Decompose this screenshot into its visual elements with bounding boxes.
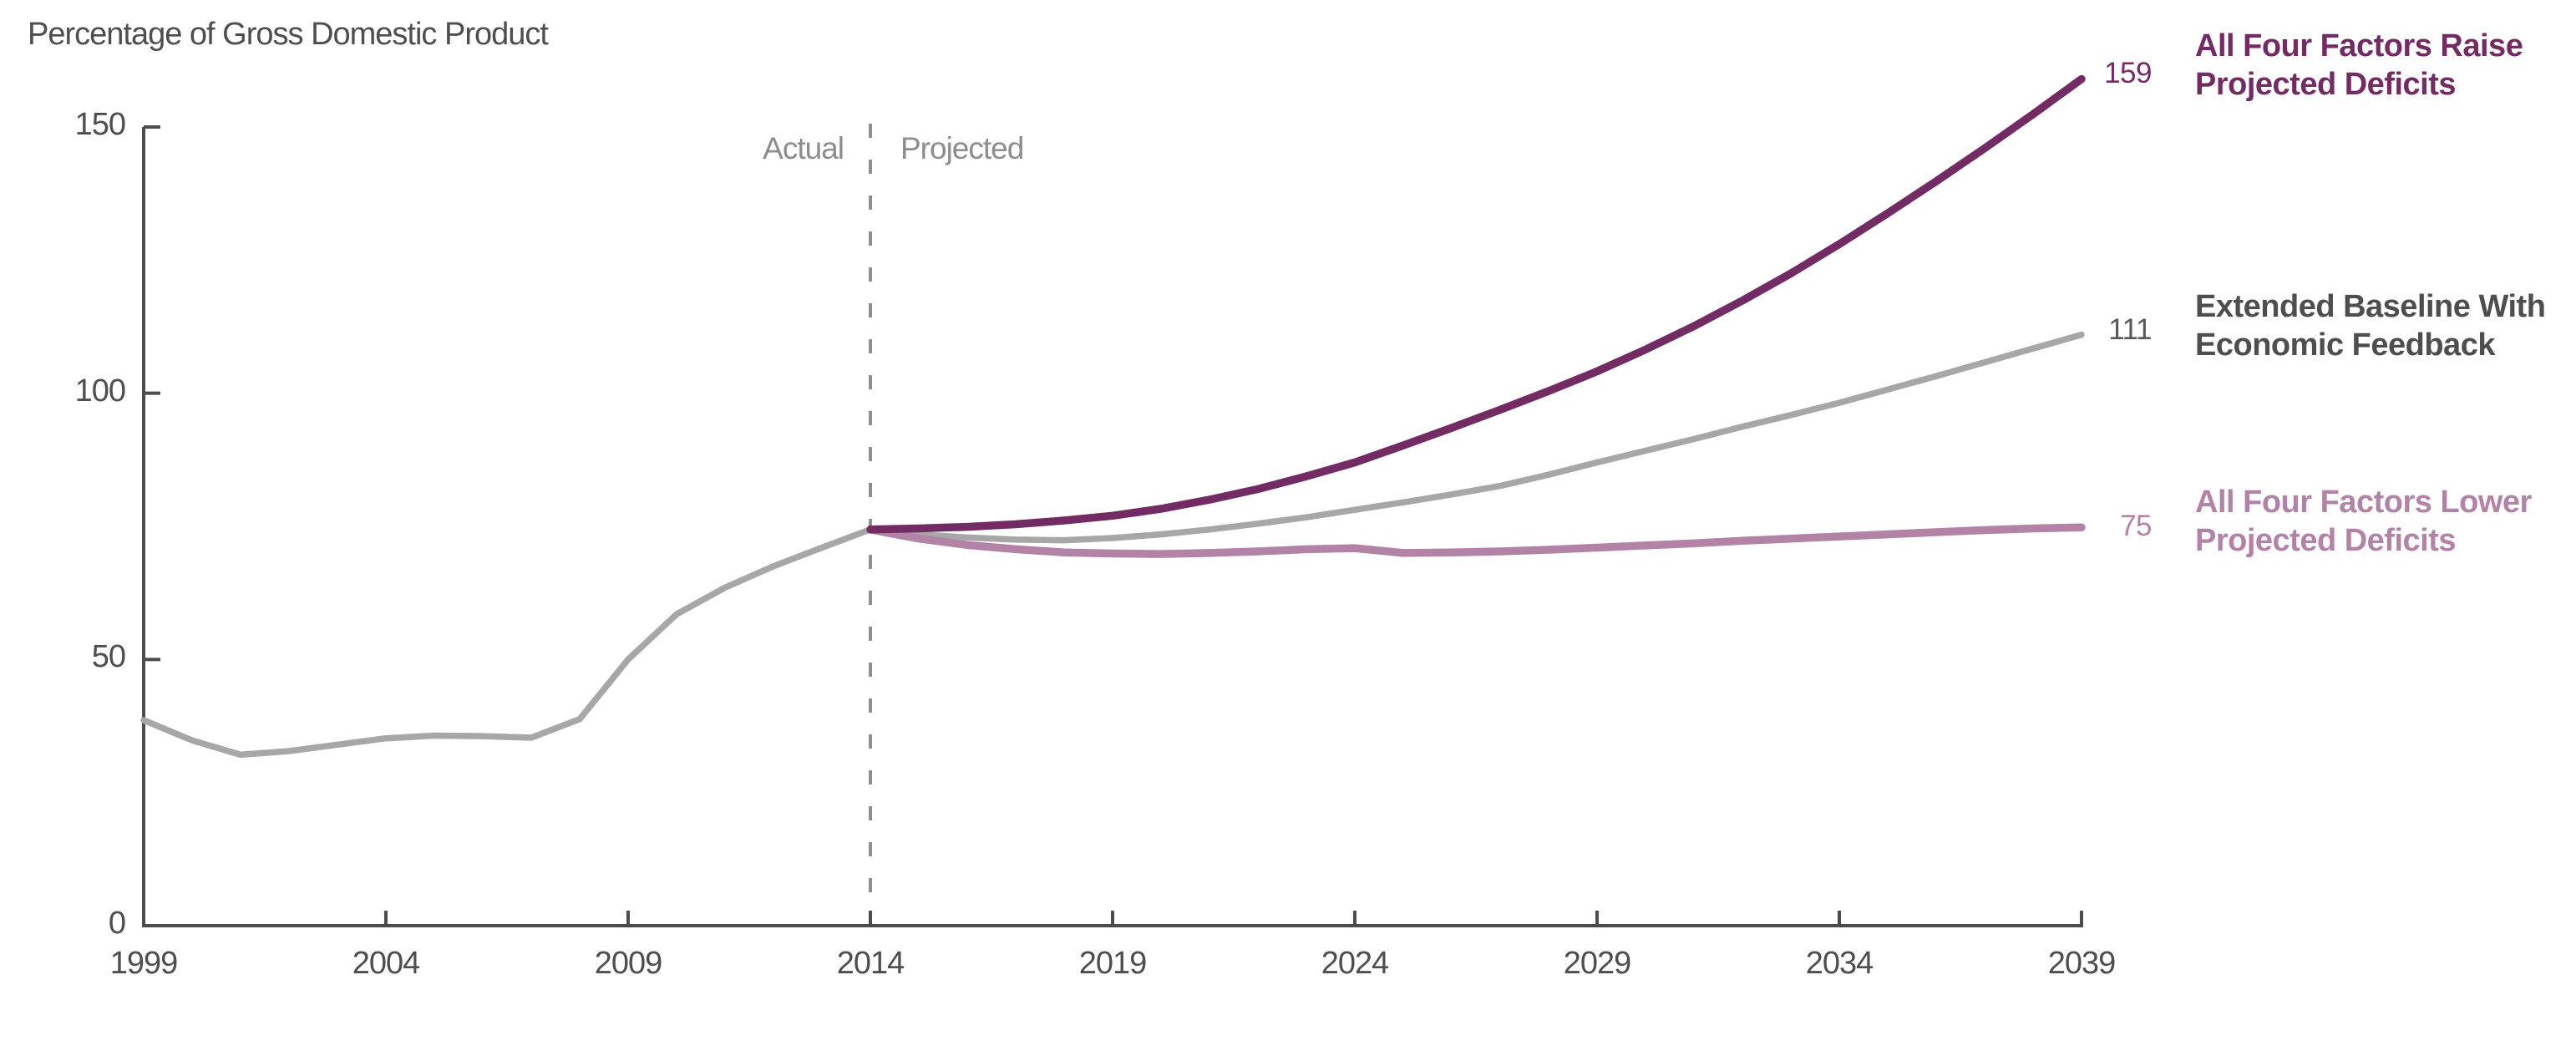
- legend-entry-line: All Four Factors Raise: [2195, 28, 2523, 63]
- y-tick-label: 50: [91, 639, 126, 674]
- chart-title: Percentage of Gross Domestic Product: [28, 17, 549, 52]
- actual-phase-label: Actual: [763, 131, 844, 165]
- legend-entry-line: Projected Deficits: [2195, 67, 2457, 102]
- series-line-3: [866, 74, 2086, 534]
- x-tick-label: 2014: [836, 946, 905, 981]
- legend-entry-line: Extended Baseline With: [2195, 289, 2546, 324]
- x-tick-label: 2009: [594, 946, 663, 981]
- y-tick-label: 100: [74, 373, 126, 409]
- x-tick-label: 2024: [1321, 946, 1390, 981]
- x-tick-label: 1999: [109, 946, 179, 981]
- legend-entry-line: All Four Factors Lower: [2195, 485, 2532, 520]
- series-line-2: [866, 523, 2086, 558]
- x-tick-label: 2039: [2047, 946, 2117, 981]
- y-tick-label: 0: [108, 906, 126, 941]
- series-end-value: 111: [2108, 313, 2152, 346]
- series-line-0: [140, 526, 874, 759]
- series-line-1: [867, 331, 2085, 544]
- legend-entry: All Four Factors Raise Projected Deficits: [2195, 27, 2576, 104]
- legend-entry: All Four Factors Lower Projected Deficits: [2195, 483, 2576, 560]
- x-tick-label: 2004: [352, 946, 421, 981]
- axes: [142, 125, 2083, 927]
- y-tick-label: 150: [74, 107, 126, 142]
- x-tick-label: 2029: [1563, 946, 1632, 981]
- data-series: [140, 74, 2086, 759]
- series-end-value: 159: [2104, 57, 2152, 89]
- x-tick-label: 2034: [1805, 946, 1874, 981]
- series-end-value: 75: [2120, 510, 2152, 542]
- x-tick-label: 2019: [1078, 946, 1148, 981]
- legend-entry-line: Projected Deficits: [2195, 523, 2457, 558]
- axis-frame: [142, 127, 2083, 927]
- legend-entry: Extended Baseline With Economic Feedback: [2195, 287, 2576, 364]
- projected-phase-label: Projected: [900, 131, 1024, 165]
- legend-entry-line: Economic Feedback: [2195, 328, 2495, 363]
